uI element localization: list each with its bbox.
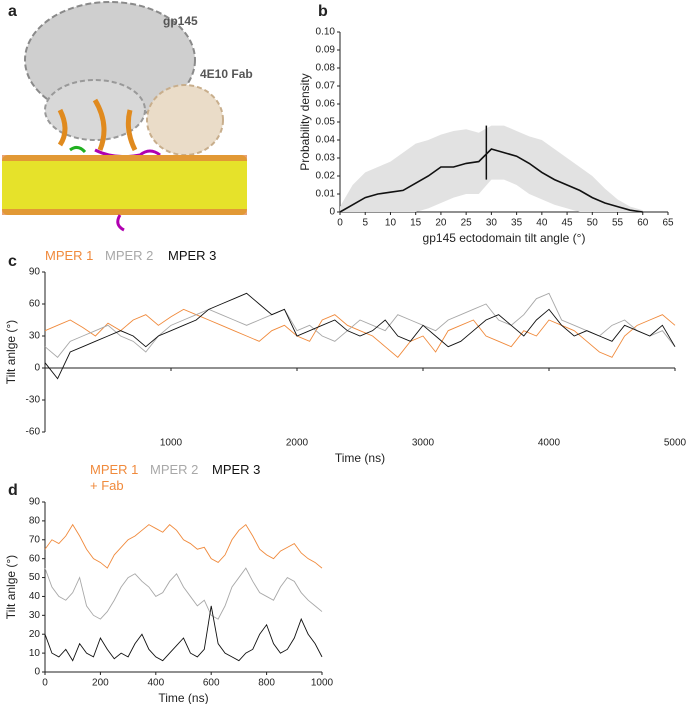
x-tick-label: 0 [42,678,48,689]
x-tick-label: 65 [662,218,674,229]
x-tick-label: 1000 [160,438,183,449]
protein-label: 4E10 Fab [200,67,253,81]
legend-entry: MPER 1 + Fab [90,462,139,493]
y-tick-label: 0.04 [316,135,336,146]
panel-letter: d [8,482,18,499]
y-tick-label: 0.03 [316,153,336,164]
y-tick-label: 0.06 [316,99,336,110]
series-line [44,605,323,662]
x-tick-label: 60 [637,218,649,229]
x-tick-label: 2000 [286,438,309,449]
y-axis-title: Tilt anlge (°) [4,320,18,384]
y-tick-label: 70 [29,534,41,545]
panel-letter: a [8,3,17,20]
y-tick-label: 60 [29,553,41,564]
x-tick-label: 15 [410,218,422,229]
x-tick-label: 3000 [412,438,435,449]
y-tick-label: 0 [34,363,40,374]
y-tick-label: 0 [34,667,40,678]
series-line [44,308,676,358]
y-tick-label: 0.10 [316,27,336,38]
y-tick-label: 0.07 [316,81,336,92]
x-tick-label: 10 [385,218,397,229]
x-axis-title: gp145 ectodomain tilt angle (°) [423,231,586,245]
y-tick-label: 10 [29,648,41,659]
y-tick-label: 60 [29,299,41,310]
x-tick-label: 4000 [538,438,561,449]
series-line [44,292,676,380]
y-tick-label: 30 [29,331,41,342]
x-tick-label: 400 [147,678,164,689]
y-tick-label: 80 [29,516,41,527]
x-tick-label: 35 [511,218,523,229]
y-axis-title: Probability density [298,73,312,170]
x-tick-label: 0 [337,218,343,229]
x-tick-label: 200 [92,678,109,689]
x-tick-label: 5000 [664,438,686,449]
y-tick-label: 90 [29,497,41,508]
x-axis-title: Time (ns) [158,691,208,704]
panel-letter: c [8,253,17,270]
y-tick-label: 50 [29,572,41,583]
confidence-band [340,125,643,212]
x-tick-label: 40 [536,218,548,229]
x-tick-label: 600 [203,678,220,689]
protein-label: gp145 [163,14,198,28]
y-axis-title: Tilt anlge (°) [4,555,18,619]
legend-entry: MPER 1 [45,248,94,263]
x-tick-label: 55 [612,218,624,229]
x-axis-title: Time (ns) [335,451,385,465]
legend-entry: MPER 3 [168,248,217,263]
y-tick-label: 40 [29,591,41,602]
x-tick-label: 50 [587,218,599,229]
panel-letter: b [318,3,328,20]
y-tick-label: -30 [26,395,41,406]
x-tick-label: 25 [461,218,473,229]
x-tick-label: 5 [362,218,368,229]
y-tick-label: -60 [26,427,41,438]
x-tick-label: 800 [258,678,275,689]
legend-entry: MPER 3 [212,462,261,477]
series-line [44,292,676,358]
mean-line [339,148,643,213]
y-tick-label: 0.09 [316,45,336,56]
y-tick-label: 30 [29,610,41,621]
x-tick-label: 1000 [311,678,334,689]
y-tick-label: 0 [329,207,335,218]
series-line [44,567,323,620]
y-tick-label: 0.08 [316,63,336,74]
y-tick-label: 0.02 [316,171,336,182]
x-tick-label: 45 [562,218,574,229]
x-tick-label: 20 [435,218,447,229]
y-tick-label: 0.05 [316,117,336,128]
y-tick-label: 0.01 [316,189,336,200]
protein-illustration [2,1,247,232]
legend-entry: MPER 2 [150,462,199,477]
y-tick-label: 20 [29,629,41,640]
series-line [44,523,323,569]
legend-entry: MPER 2 [105,248,154,263]
y-tick-label: 90 [29,267,41,278]
x-tick-label: 30 [486,218,498,229]
